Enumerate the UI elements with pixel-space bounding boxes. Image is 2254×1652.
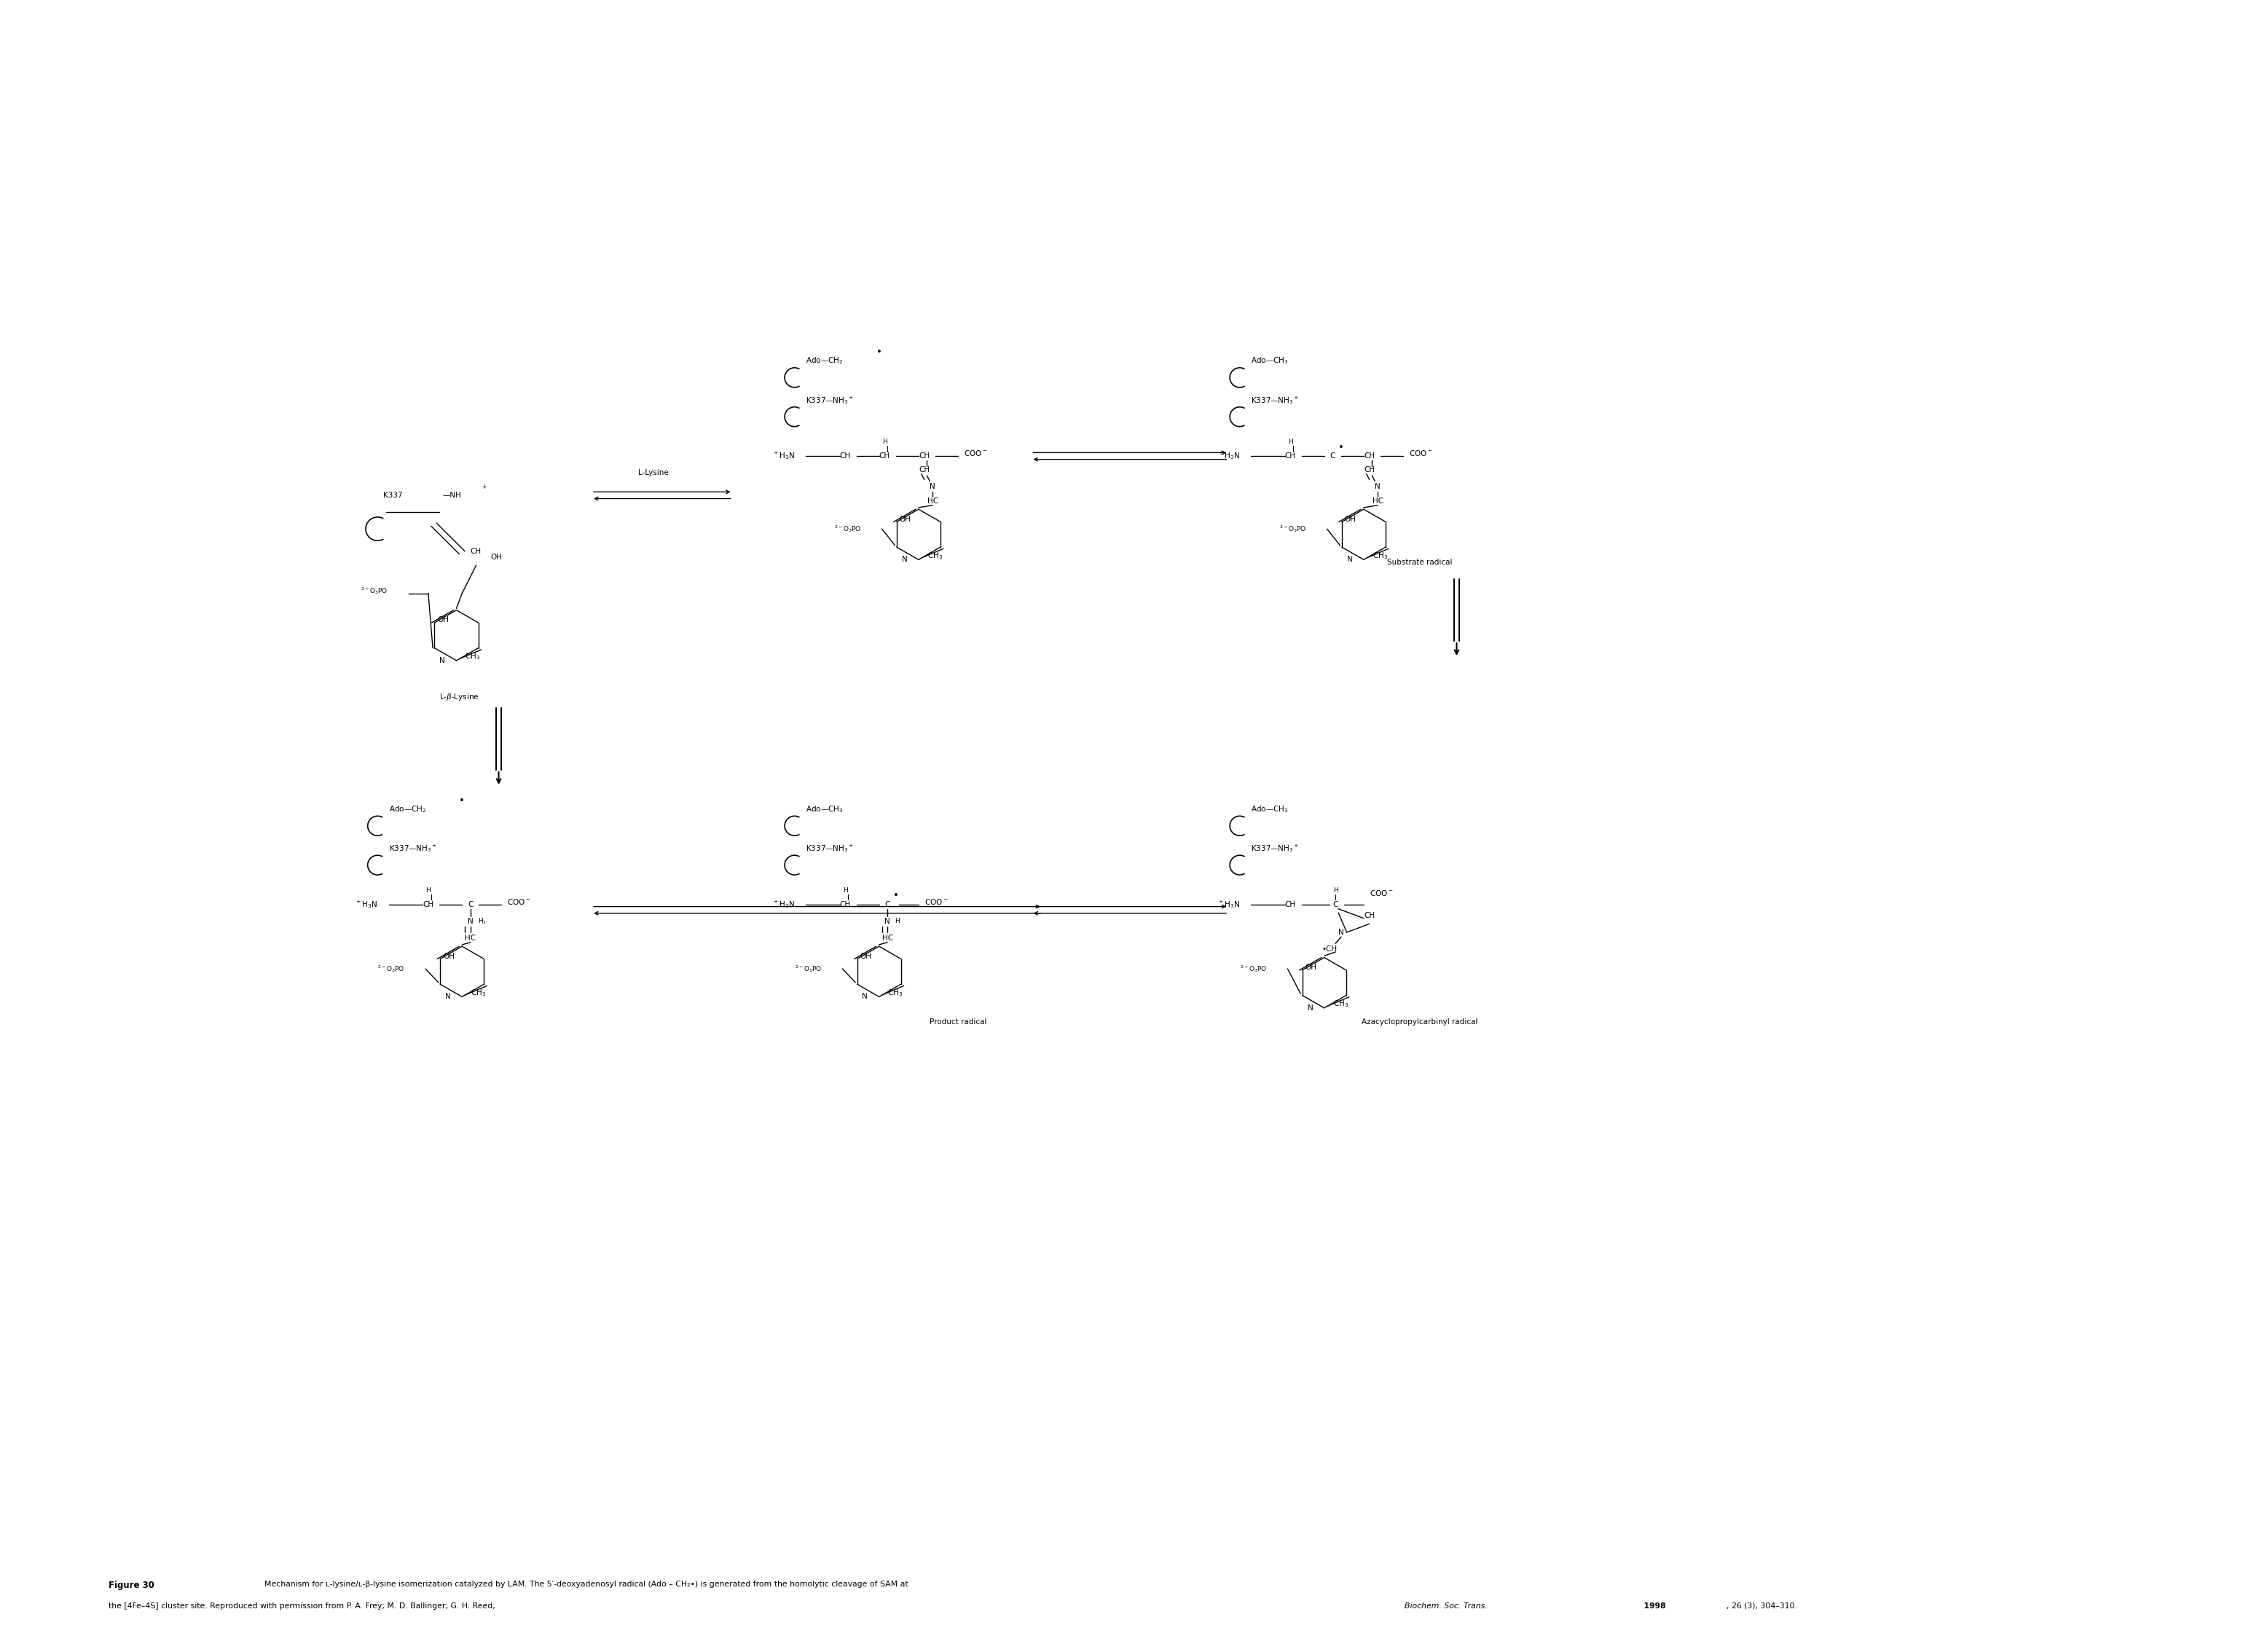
Text: $^+$H$_3$N: $^+$H$_3$N — [773, 451, 793, 461]
Text: CH$_3$: CH$_3$ — [471, 988, 487, 998]
Text: L-Lysine: L-Lysine — [638, 469, 669, 476]
Text: COO$^-$: COO$^-$ — [1368, 889, 1393, 897]
Text: $^{2-}$O$_3$PO: $^{2-}$O$_3$PO — [379, 963, 406, 973]
Text: K337—NH$_3$$^+$: K337—NH$_3$$^+$ — [1251, 395, 1298, 405]
Text: H: H — [1287, 439, 1294, 446]
Text: N: N — [467, 917, 473, 925]
Text: K337—NH$_3$$^+$: K337—NH$_3$$^+$ — [388, 843, 437, 854]
Text: Azacyclopropylcarbinyl radical: Azacyclopropylcarbinyl radical — [1361, 1018, 1479, 1026]
Text: Mechanism for ʟ-lysine/ʟ-β-lysine isomerization catalyzed by LAM. The 5′-deoxyad: Mechanism for ʟ-lysine/ʟ-β-lysine isomer… — [259, 1581, 908, 1588]
Text: •CH: •CH — [1323, 945, 1337, 953]
Text: H: H — [895, 919, 899, 925]
Text: N: N — [1375, 482, 1382, 491]
Text: COO$^-$: COO$^-$ — [1409, 449, 1431, 458]
Text: N: N — [1307, 1004, 1312, 1011]
Text: K337—NH$_3$$^+$: K337—NH$_3$$^+$ — [807, 843, 854, 854]
Text: K337: K337 — [383, 492, 403, 499]
Text: OH: OH — [899, 515, 911, 522]
Text: N: N — [1339, 928, 1343, 937]
Text: CH: CH — [920, 466, 929, 474]
Text: CH: CH — [424, 900, 433, 909]
Text: N: N — [1346, 557, 1352, 563]
Text: $^{2-}$O$_3$PO: $^{2-}$O$_3$PO — [793, 963, 823, 973]
Text: COO$^-$: COO$^-$ — [965, 449, 987, 458]
Text: HC: HC — [926, 497, 938, 504]
Text: CH: CH — [920, 453, 929, 459]
Text: COO$^-$: COO$^-$ — [924, 897, 947, 905]
Text: C: C — [469, 900, 473, 909]
Text: $^+$H$_3$N: $^+$H$_3$N — [773, 899, 793, 910]
Text: C: C — [886, 900, 890, 909]
Text: Product radical: Product radical — [929, 1018, 987, 1026]
Text: OH: OH — [489, 553, 503, 560]
Text: COO$^-$: COO$^-$ — [507, 897, 530, 905]
Text: 1998: 1998 — [1632, 1602, 1666, 1609]
Text: Substrate radical: Substrate radical — [1388, 558, 1452, 567]
Text: N: N — [440, 657, 446, 664]
Text: C: C — [1332, 900, 1339, 909]
Text: the [4Fe–4S] cluster site. Reproduced with permission from P. A. Frey; M. D. Bal: the [4Fe–4S] cluster site. Reproduced wi… — [108, 1602, 498, 1609]
Text: $^+$H$_3$N: $^+$H$_3$N — [1217, 899, 1240, 910]
Text: •: • — [877, 347, 881, 357]
Text: N: N — [902, 557, 906, 563]
Text: CH: CH — [841, 900, 850, 909]
Text: H$_2$: H$_2$ — [478, 917, 487, 925]
Text: H: H — [843, 887, 848, 894]
Text: OH: OH — [444, 953, 455, 960]
Text: N: N — [861, 993, 868, 1001]
Text: $^{2-}$O$_3$PO: $^{2-}$O$_3$PO — [834, 524, 861, 534]
Text: HC: HC — [464, 935, 476, 942]
Text: CH: CH — [841, 453, 850, 459]
Text: Ado—CH$_3$: Ado—CH$_3$ — [1251, 805, 1289, 814]
Text: OH: OH — [1346, 515, 1357, 522]
Text: CH: CH — [471, 547, 482, 555]
Text: H: H — [1332, 887, 1339, 894]
Text: $^+$H$_3$N: $^+$H$_3$N — [356, 899, 379, 910]
Text: CH: CH — [1285, 453, 1296, 459]
Text: OH: OH — [437, 616, 449, 623]
Text: Ado—CH$_3$: Ado—CH$_3$ — [807, 805, 843, 814]
Text: ,  26  (3), 304–310.: , 26 (3), 304–310. — [1727, 1602, 1796, 1609]
Text: L-$\beta$-Lysine: L-$\beta$-Lysine — [440, 692, 478, 702]
Text: •: • — [893, 890, 899, 900]
Text: CH$_3$: CH$_3$ — [926, 550, 942, 560]
Text: H: H — [881, 439, 888, 446]
Text: CH$_3$: CH$_3$ — [1373, 550, 1388, 560]
Text: $^{2-}$O$_3$PO: $^{2-}$O$_3$PO — [361, 585, 388, 596]
Text: Biochem. Soc. Trans.: Biochem. Soc. Trans. — [1404, 1602, 1488, 1609]
Text: HC: HC — [881, 935, 893, 942]
Text: CH: CH — [1364, 912, 1375, 919]
Text: CH: CH — [1285, 900, 1296, 909]
Text: $^{2-}$O$_3$PO: $^{2-}$O$_3$PO — [1240, 963, 1267, 973]
Text: Ado—CH$_2$: Ado—CH$_2$ — [388, 805, 426, 814]
Text: C: C — [1330, 453, 1334, 459]
Text: Ado—CH$_3$: Ado—CH$_3$ — [1251, 355, 1289, 365]
Text: N: N — [884, 917, 890, 925]
Text: N: N — [929, 482, 935, 491]
Text: CH: CH — [879, 453, 890, 459]
Text: +: + — [482, 484, 487, 491]
Text: $^+$H$_3$N: $^+$H$_3$N — [1217, 451, 1240, 461]
Text: CH: CH — [1364, 453, 1375, 459]
Text: K337—NH$_3$$^+$: K337—NH$_3$$^+$ — [1251, 843, 1298, 854]
Text: CH$_3$: CH$_3$ — [1332, 999, 1348, 1009]
Text: —NH: —NH — [442, 492, 462, 499]
Text: N: N — [444, 993, 451, 1001]
Text: CH$_3$: CH$_3$ — [464, 651, 480, 661]
Text: CH$_3$: CH$_3$ — [888, 988, 904, 998]
Text: •: • — [460, 796, 464, 806]
Text: $^{2-}$O$_3$PO: $^{2-}$O$_3$PO — [1278, 524, 1307, 534]
Text: OH: OH — [1305, 963, 1316, 971]
Text: K337—NH$_3$$^+$: K337—NH$_3$$^+$ — [807, 395, 854, 405]
Text: •: • — [1339, 443, 1343, 453]
Text: Figure 30: Figure 30 — [108, 1581, 153, 1591]
Text: Ado—CH$_2$: Ado—CH$_2$ — [807, 355, 843, 365]
Text: HC: HC — [1373, 497, 1384, 504]
Text: CH: CH — [1364, 466, 1375, 474]
Text: OH: OH — [861, 953, 872, 960]
Text: H: H — [426, 887, 431, 894]
